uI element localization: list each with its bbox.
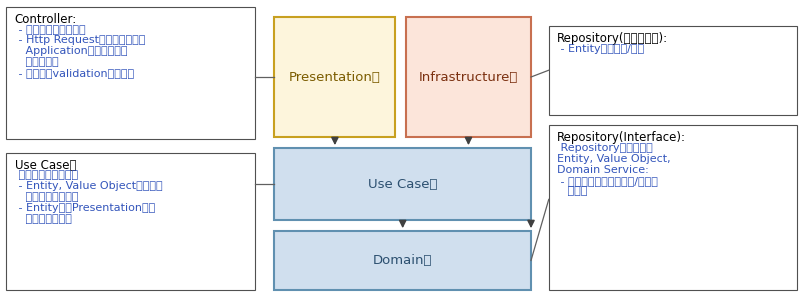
Text: Repositoryの仕様定義: Repositoryの仕様定義 [557,143,653,153]
Text: - EntityからPresentation層に: - EntityからPresentation層に [15,203,155,213]
Bar [549,125,797,290]
Text: Use Case層: Use Case層 [368,178,437,191]
Text: - Entity, Value Objectの生成、: - Entity, Value Objectの生成、 [15,181,162,191]
Bar [6,7,255,139]
Text: - ドメイン知識（ルール/制約）: - ドメイン知識（ルール/制約） [557,176,658,186]
Text: Use Case：: Use Case： [15,159,76,172]
Text: - Entityの永続化/検索: - Entityの永続化/検索 [557,43,644,54]
Bar [274,231,531,290]
Bar [549,26,797,115]
Text: 渡す値への変換: 渡す値への変換 [15,214,71,224]
Text: Entity, Value Object,: Entity, Value Object, [557,154,671,164]
Text: - Http Requestで渡された値と: - Http Requestで渡された値と [15,35,145,45]
Text: Repository(実装クラス):: Repository(実装クラス): [557,32,668,45]
Text: Application層に渡す値の: Application層に渡す値の [15,46,127,56]
Text: - 入力値のvalidation（一部）: - 入力値のvalidation（一部） [15,68,134,78]
Bar [274,148,531,220]
Text: Controller:: Controller: [15,13,77,26]
Text: の表現: の表現 [557,186,587,197]
Text: Infrastructure層: Infrastructure層 [419,70,518,84]
Bar [6,153,255,290]
Text: - エンドポイント定義: - エンドポイント定義 [15,24,86,35]
Bar [406,17,531,137]
Text: Presentation層: Presentation層 [289,70,381,84]
Text: マッピング: マッピング [15,57,58,67]
Text: ユースケースの実現: ユースケースの実現 [15,170,77,181]
Bar [274,17,395,137]
Text: Repository(Interface):: Repository(Interface): [557,131,686,144]
Text: Domain層: Domain層 [373,254,433,267]
Text: 使用、永続化依頼: 使用、永続化依頼 [15,192,78,202]
Text: Domain Service:: Domain Service: [557,165,649,175]
